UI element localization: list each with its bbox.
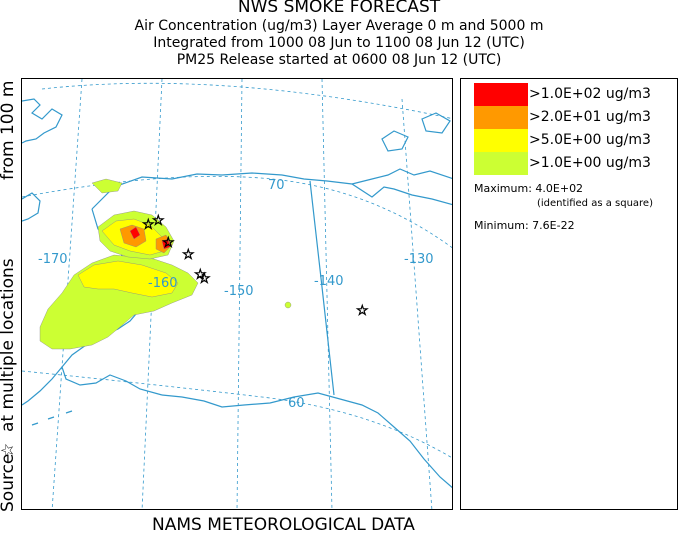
concentration-subtitle: Air Concentration (ug/m3) Layer Average … xyxy=(134,18,544,34)
lon-label-130: -130 xyxy=(404,252,434,267)
plume-level4-small xyxy=(91,178,123,194)
gulf-of-alaska-coast xyxy=(161,392,452,489)
latitude-line-60 xyxy=(22,370,452,459)
legend-label-level3: >5.0E+00 ug/m3 xyxy=(529,132,651,148)
legend-swatch-level2 xyxy=(474,106,528,129)
source-star-icon: ☆ xyxy=(142,217,155,233)
alaska-peninsula xyxy=(22,366,63,406)
integration-period: Integrated from 1000 08 Jun to 1100 08 J… xyxy=(153,35,525,51)
legend: >1.0E+02 ug/m3 >2.0E+01 ug/m3 >5.0E+00 u… xyxy=(460,78,678,510)
release-info: PM25 Release started at 0600 08 Jun 12 (… xyxy=(176,52,502,68)
maximum-value: Maximum: 4.0E+02 xyxy=(474,182,584,195)
maximum-note: (identified as a square) xyxy=(537,198,653,209)
arctic-islands xyxy=(381,112,451,152)
source-star-icon: ☆ xyxy=(182,247,195,263)
lon-label-160: -160 xyxy=(148,276,178,291)
plume-level3-south xyxy=(77,260,179,298)
legend-label-level4: >1.0E+00 ug/m3 xyxy=(529,155,651,171)
longitude-line-150 xyxy=(236,79,243,509)
source-text: Source xyxy=(0,453,18,512)
smoke-plume xyxy=(39,178,292,350)
multiple-locations-text: at multiple locations xyxy=(0,258,18,432)
aleutian-islands xyxy=(31,410,73,426)
meteorological-data-label: NAMS METEOROLOGICAL DATA xyxy=(152,515,415,535)
plume-level1 xyxy=(129,226,141,240)
legend-swatch-level4 xyxy=(474,152,528,175)
plume-spot-east xyxy=(284,301,292,309)
forecast-title: NWS SMOKE FORECAST xyxy=(237,0,441,17)
source-star-icon: ☆ xyxy=(356,303,369,319)
source-star-icon: ☆ xyxy=(198,271,211,287)
lat-label-60: 60 xyxy=(288,396,305,411)
source-markers: ☆ ☆ ☆ ☆ ☆ ☆ ☆ xyxy=(142,213,369,320)
chukotka-coast xyxy=(22,192,41,222)
lon-label-140: -140 xyxy=(314,274,344,289)
smoke-map: ☆ ☆ ☆ ☆ ☆ ☆ ☆ 70 60 -170 -160 -150 -140 … xyxy=(21,78,453,510)
minimum-value: Minimum: 7.6E-22 xyxy=(474,219,575,232)
source-star-icon: ☆ xyxy=(0,442,18,458)
source-star-icon: ☆ xyxy=(152,213,165,229)
lon-label-150: -150 xyxy=(224,284,254,299)
legend-label-level1: >1.0E+02 ug/m3 xyxy=(529,86,651,102)
legend-swatch-level3 xyxy=(474,129,528,152)
longitude-line-130 xyxy=(401,98,433,509)
lon-label-170: -170 xyxy=(38,252,68,267)
map-canvas: ☆ ☆ ☆ ☆ ☆ ☆ ☆ 70 60 -170 -160 -150 -140 … xyxy=(22,79,452,509)
alaska-canada-border xyxy=(309,180,335,396)
source-star-icon: ☆ xyxy=(194,267,207,283)
canada-arctic-coast xyxy=(351,168,452,185)
release-height-text: from 100 m xyxy=(0,80,18,180)
latitude-line-80 xyxy=(41,82,452,119)
russia-coast xyxy=(22,98,63,144)
longitude-line-140 xyxy=(321,79,333,509)
source-side-label: Source ☆ at multiple locations from 100 … xyxy=(0,72,18,512)
plume-level1-east xyxy=(161,238,171,250)
source-star-icon: ☆ xyxy=(162,235,175,251)
legend-swatch-level1 xyxy=(474,83,528,106)
alaska-north-coast xyxy=(91,172,452,210)
legend-label-level2: >2.0E+01 ug/m3 xyxy=(529,109,651,125)
lat-label-70: 70 xyxy=(268,178,285,193)
